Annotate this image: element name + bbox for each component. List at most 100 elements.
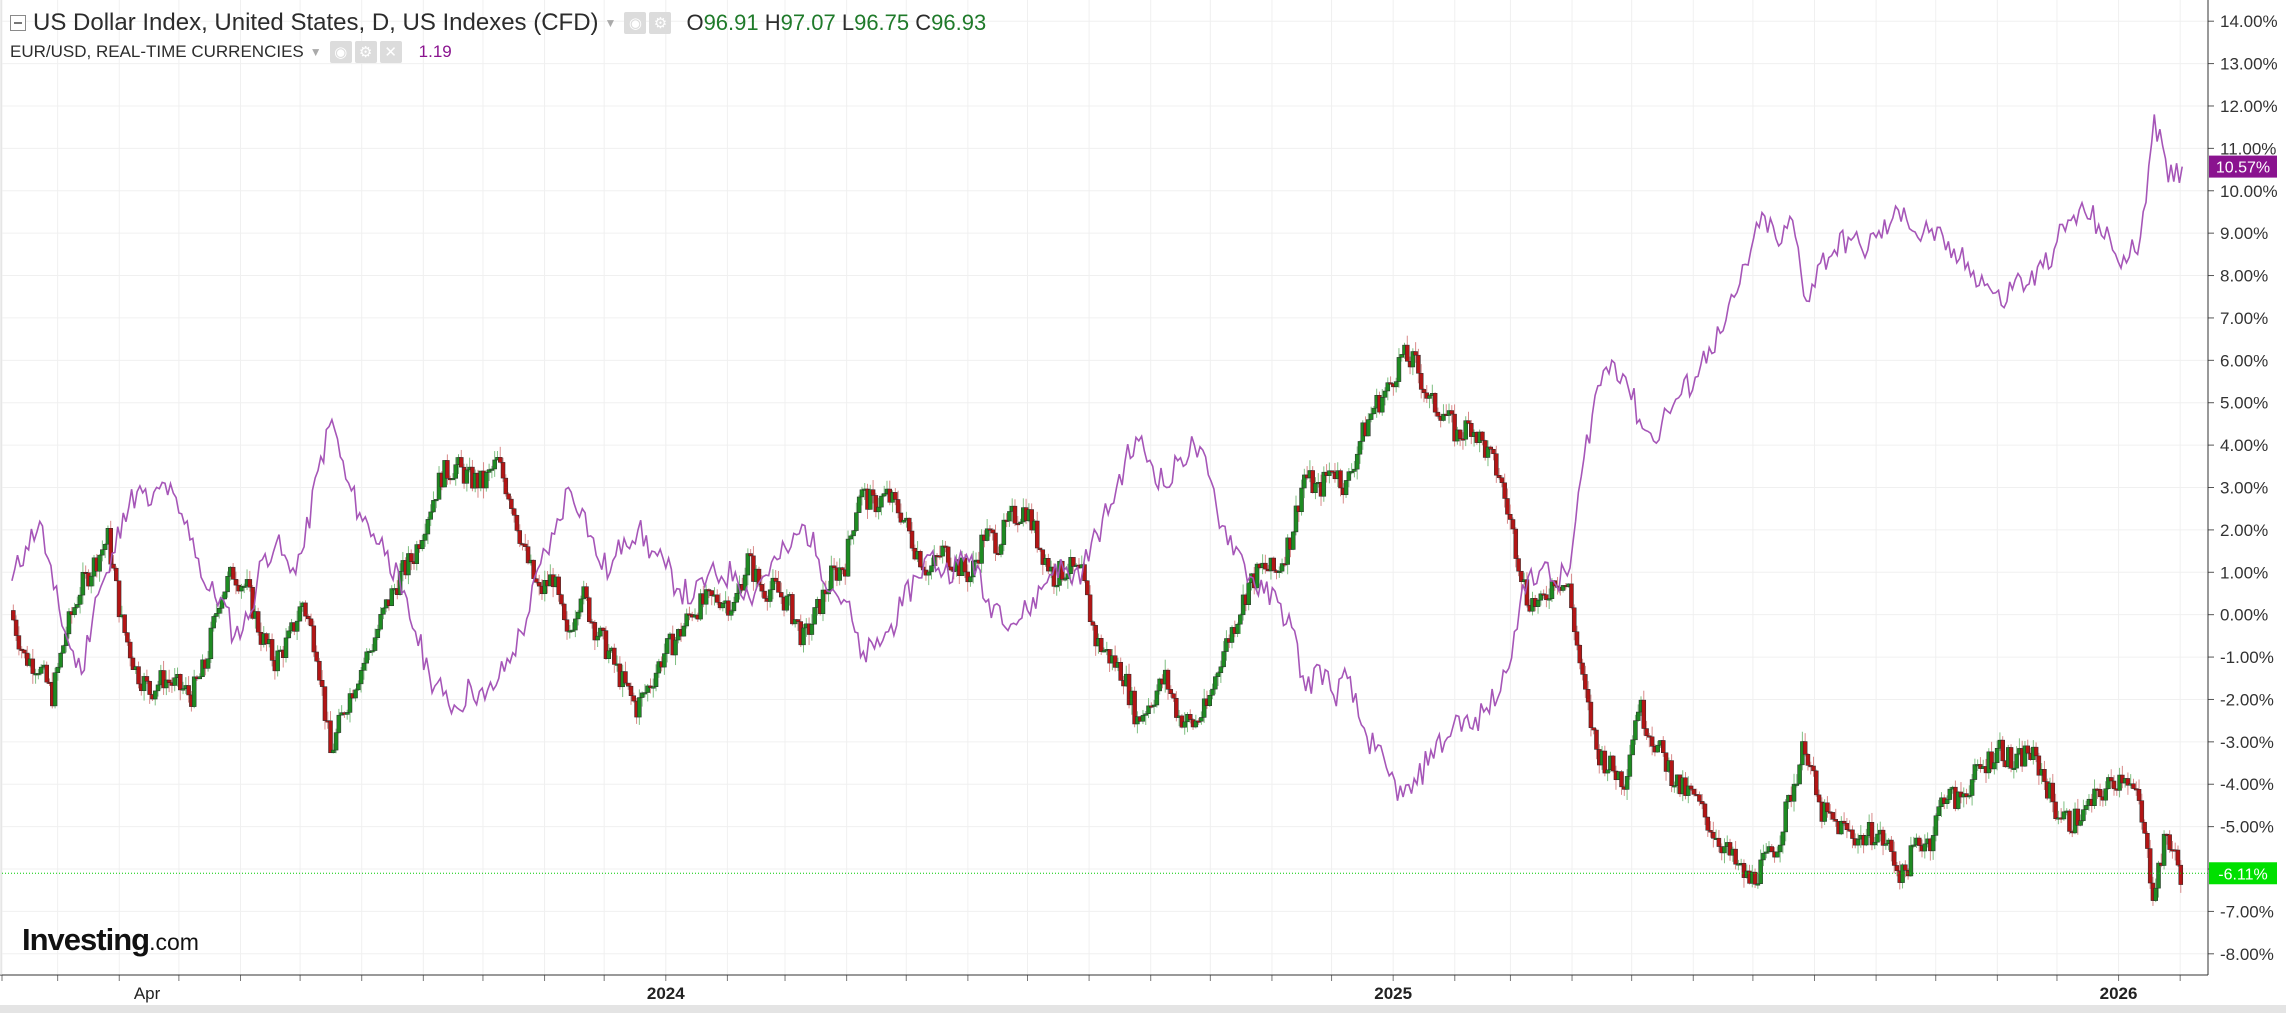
index-last-value-badge: -6.11%: [2218, 866, 2268, 883]
candle-body: [1098, 638, 1104, 653]
candle-body: [1969, 779, 1975, 796]
candle-body: [854, 512, 859, 531]
candle-body: [214, 613, 219, 617]
candle-body: [2014, 753, 2019, 769]
candle-body: [500, 462, 506, 479]
candle-body: [876, 506, 881, 513]
x-tick-label: 2024: [647, 984, 685, 1003]
eye-icon[interactable]: ◉: [329, 41, 352, 63]
candle-body: [1012, 505, 1018, 524]
candle-body: [1388, 382, 1393, 385]
candle-body: [464, 469, 470, 484]
candle-body: [72, 607, 77, 616]
candle-body: [600, 627, 606, 631]
candle-body: [1560, 585, 1566, 591]
candle-body: [720, 602, 726, 609]
candle-body: [1466, 420, 1471, 424]
chevron-down-icon[interactable]: ▼: [309, 45, 322, 59]
candle-body: [1594, 729, 1599, 750]
candle-body: [1672, 785, 1677, 788]
candle-body: [2033, 746, 2039, 757]
candle-body: [1583, 674, 1588, 690]
candle-body: [22, 649, 27, 654]
gear-icon[interactable]: ⚙: [354, 41, 377, 63]
candle-body: [1805, 754, 1811, 766]
candle-body: [428, 511, 433, 520]
candle-body: [1213, 676, 1218, 690]
candle-body: [1199, 717, 1204, 722]
candle-body: [2139, 800, 2145, 823]
candle-body: [523, 543, 528, 547]
candle-body: [136, 666, 141, 685]
candle-body: [709, 590, 714, 597]
collapse-icon[interactable]: [10, 15, 26, 31]
candle-body: [2000, 739, 2005, 762]
candle-body: [1758, 859, 1763, 884]
candle-body: [1007, 511, 1012, 522]
main-series-title[interactable]: US Dollar Index, United States, D, US In…: [33, 9, 599, 36]
candle-body: [11, 610, 16, 621]
candle-body: [1221, 651, 1226, 668]
eye-icon[interactable]: ◉: [624, 12, 647, 34]
candle-body: [573, 618, 578, 631]
compare-series-title[interactable]: EUR/USD, REAL-TIME CURRENCIES: [10, 42, 304, 61]
candle-body: [1783, 801, 1788, 833]
chevron-down-icon[interactable]: ▼: [604, 16, 617, 30]
candle-body: [1182, 721, 1187, 728]
candle-body: [36, 673, 41, 676]
candle-body: [38, 666, 44, 674]
candle-body: [1469, 423, 1474, 437]
candle-body: [1822, 802, 1827, 822]
logo-suffix: .com: [149, 929, 199, 955]
candle-body: [408, 553, 414, 562]
candle-body: [2036, 755, 2042, 776]
candle-body: [1811, 765, 1816, 772]
candle-body: [255, 611, 261, 633]
bottom-scrollbar[interactable]: [0, 1005, 2286, 1013]
candle-body: [829, 565, 834, 590]
candle-body: [1610, 755, 1616, 772]
candle-body: [506, 493, 511, 500]
y-tick-label: 6.00%: [2220, 351, 2268, 370]
candle-body: [311, 625, 317, 653]
candle-body: [66, 611, 72, 635]
candle-body: [77, 594, 83, 605]
candle-body: [742, 574, 748, 591]
candle-body: [901, 519, 906, 523]
candle-body: [561, 603, 567, 621]
candle-body: [431, 500, 436, 513]
y-tick-label: 8.00%: [2220, 267, 2268, 286]
candle-body: [1062, 578, 1068, 581]
candle-body: [770, 577, 776, 591]
candle-body: [353, 689, 358, 699]
close-icon[interactable]: ✕: [379, 41, 402, 63]
candle-body: [314, 651, 319, 662]
candle-body: [1452, 413, 1457, 442]
candle-body: [2153, 887, 2158, 901]
candle-body: [141, 676, 147, 692]
candle-body: [726, 600, 731, 616]
candle-body: [239, 586, 244, 592]
gear-icon[interactable]: ⚙: [649, 12, 672, 34]
candle-body: [948, 566, 954, 571]
candle-body: [1989, 751, 1994, 770]
candle-body: [1955, 791, 1961, 809]
candle-body: [1285, 537, 1290, 565]
candle-body: [1814, 770, 1819, 796]
close-value: 96.93: [931, 10, 987, 35]
candle-body: [125, 632, 130, 643]
candle-body: [1410, 351, 1416, 368]
candle-body: [1416, 354, 1421, 374]
candle-body: [1427, 395, 1432, 399]
candle-body: [1090, 621, 1096, 626]
candle-body: [30, 658, 36, 674]
candle-body: [542, 580, 548, 595]
close-label: C: [915, 10, 932, 35]
candle-body: [1018, 521, 1023, 524]
candle-body: [1883, 843, 1889, 846]
candle-body: [1499, 477, 1505, 484]
candle-body: [361, 662, 367, 671]
candle-body: [1933, 815, 1939, 836]
y-tick-label: -4.00%: [2220, 775, 2274, 794]
